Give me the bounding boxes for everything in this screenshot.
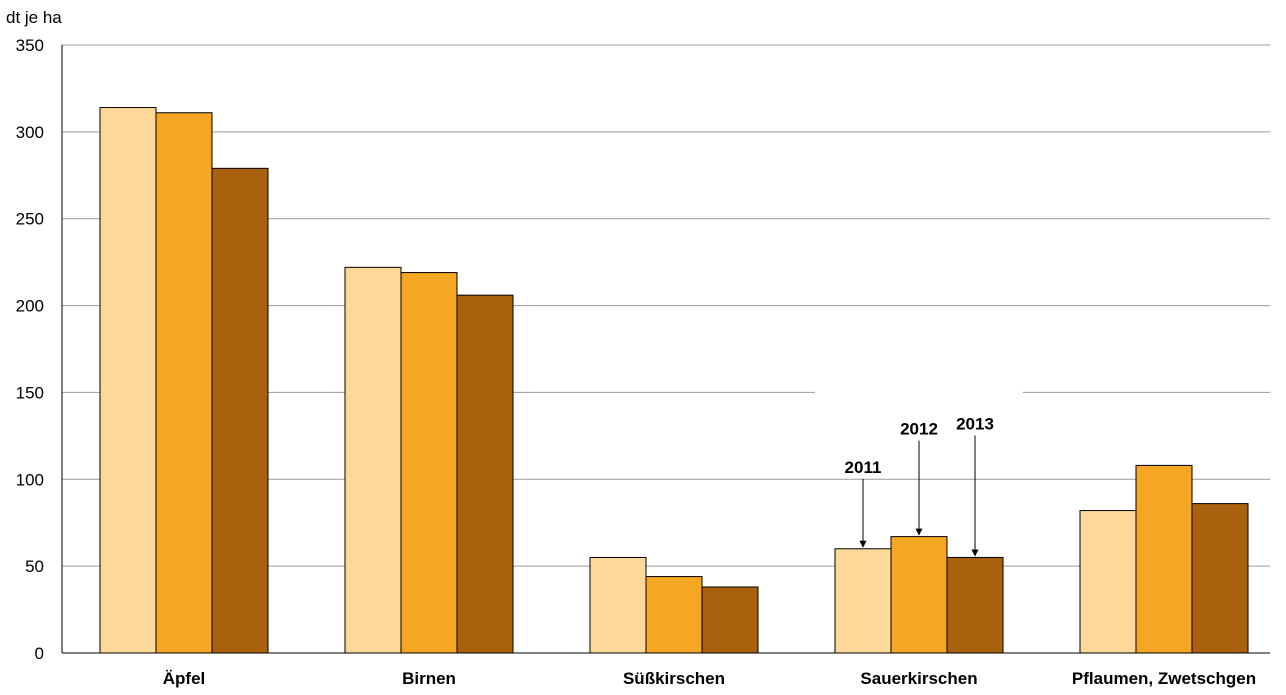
bar — [211, 167, 269, 654]
y-tick-label: 150 — [16, 383, 44, 402]
x-category-label: Äpfel — [163, 669, 206, 688]
series-annotation-label: 2012 — [900, 420, 938, 439]
bar — [1191, 503, 1249, 654]
y-axis: 0 50 100 150 200 250 300 350 — [16, 36, 1270, 663]
y-tick-label: 300 — [16, 123, 44, 142]
bar — [456, 294, 514, 654]
series-annotation-label: 2011 — [845, 458, 882, 477]
x-category-label: Birnen — [402, 669, 456, 688]
y-tick-label: 100 — [16, 470, 44, 489]
y-tick-label: 200 — [16, 297, 44, 316]
annotation-arrowhead — [971, 549, 979, 557]
bar — [99, 107, 157, 654]
bar — [834, 548, 892, 654]
y-axis-unit-label: dt je ha — [6, 8, 62, 27]
x-category-label: Pflaumen, Zwetschgen — [1072, 669, 1256, 688]
bar — [344, 266, 402, 654]
bars — [99, 107, 1249, 654]
year-annotations: 2011 2012 2013 — [845, 414, 994, 557]
y-tick-label: 0 — [35, 644, 44, 663]
bar — [1135, 464, 1193, 654]
y-tick-label: 350 — [16, 36, 44, 55]
bar — [400, 272, 458, 654]
bar — [645, 576, 703, 654]
bar — [589, 556, 647, 654]
x-category-label: Sauerkirschen — [860, 669, 977, 688]
bar — [155, 112, 213, 654]
bar — [890, 536, 948, 654]
annotation-arrowhead — [915, 528, 923, 536]
bar — [701, 586, 759, 654]
bar — [946, 556, 1004, 654]
bar — [1079, 510, 1137, 654]
y-tick-label: 250 — [16, 210, 44, 229]
y-tick-label: 50 — [25, 557, 44, 576]
category-labels: Äpfel Birnen Süßkirschen Sauerkirschen Pflau… — [163, 669, 1256, 688]
annotation-arrowhead — [859, 540, 867, 548]
x-category-label: Süßkirschen — [623, 669, 725, 688]
series-annotation-label: 2013 — [956, 414, 994, 433]
